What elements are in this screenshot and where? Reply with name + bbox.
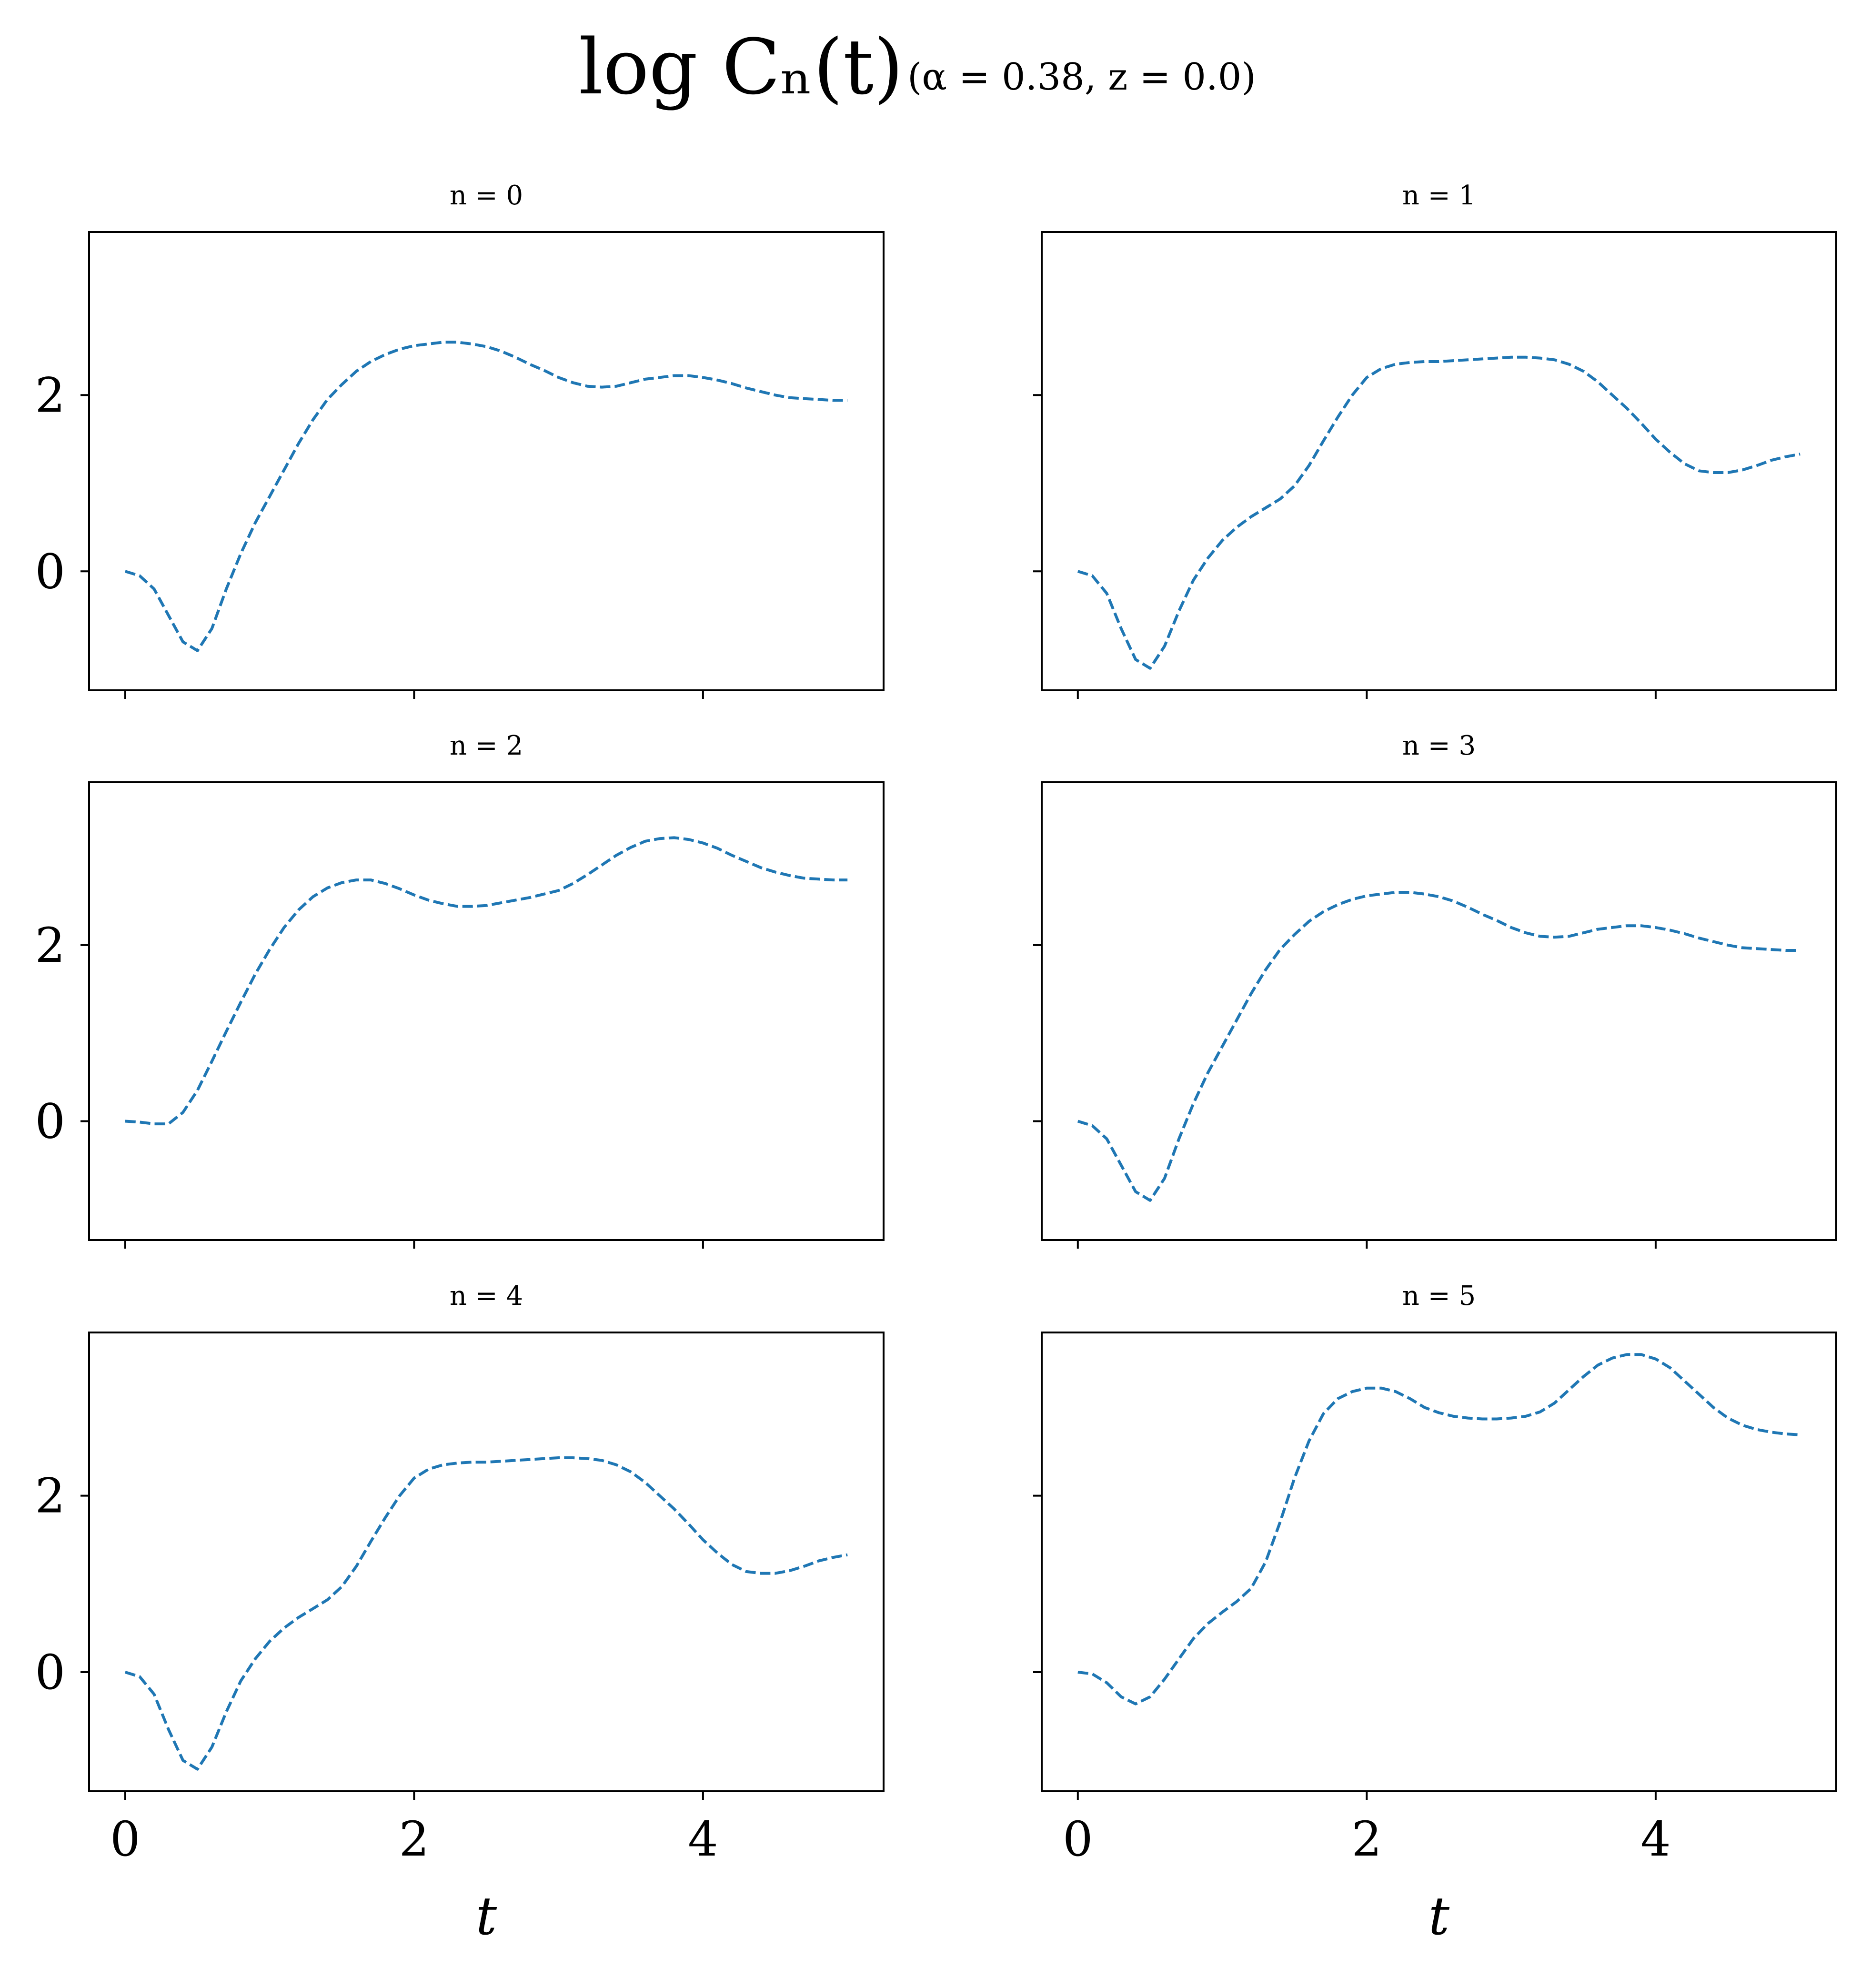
subplot-title: n = 4 bbox=[450, 1281, 523, 1312]
subplot-3: n = 3 bbox=[1033, 730, 1837, 1249]
suptitle-params: (α = 0.38, z = 0.0) bbox=[907, 56, 1256, 99]
axes-frame bbox=[1041, 231, 1837, 691]
subplot-2: n = 2 0 2 bbox=[35, 730, 885, 1249]
subplot-1: n = 1 bbox=[1033, 180, 1837, 699]
subplot-title: n = 2 bbox=[450, 730, 523, 761]
series-line bbox=[124, 341, 848, 652]
series-line bbox=[1077, 891, 1801, 1202]
x-tick-label: 0 bbox=[1063, 1811, 1093, 1867]
x-tick-label: 2 bbox=[1352, 1811, 1382, 1867]
x-tick-label: 4 bbox=[688, 1811, 718, 1867]
suptitle-main: log Cₙ(t) bbox=[579, 22, 904, 111]
y-tick-label: 0 bbox=[35, 1094, 65, 1150]
series-line bbox=[1077, 1353, 1801, 1705]
series-line bbox=[124, 1456, 848, 1771]
subplot-title: n = 1 bbox=[1402, 180, 1476, 211]
series-line bbox=[125, 836, 848, 1126]
y-tick-label: 2 bbox=[35, 367, 65, 423]
subplot-5: n = 5 0 2 4 t bbox=[1033, 1281, 1837, 1947]
axes-frame bbox=[1041, 781, 1837, 1241]
series-line bbox=[1077, 355, 1801, 670]
y-tick-label: 2 bbox=[35, 1468, 65, 1524]
x-tick-label: 4 bbox=[1640, 1811, 1671, 1867]
subplot-0: n = 0 0 2 bbox=[35, 180, 885, 699]
x-tick-label: 2 bbox=[399, 1811, 430, 1867]
axes-frame bbox=[88, 1332, 885, 1792]
subplot-title: n = 5 bbox=[1402, 1281, 1476, 1312]
subplot-title: n = 3 bbox=[1402, 730, 1476, 761]
axes-frame bbox=[1041, 1332, 1837, 1792]
suptitle: log Cₙ(t) (α = 0.38, z = 0.0) bbox=[579, 22, 1256, 111]
subplot-title: n = 0 bbox=[450, 180, 523, 211]
axes-frame bbox=[88, 781, 885, 1241]
x-axis-label: t bbox=[1428, 1886, 1450, 1947]
y-tick-label: 0 bbox=[35, 1645, 65, 1700]
y-tick-label: 2 bbox=[35, 918, 65, 973]
y-tick-label: 0 bbox=[35, 544, 65, 599]
x-tick-label: 0 bbox=[110, 1811, 141, 1867]
x-axis-label: t bbox=[476, 1886, 497, 1947]
axes-frame bbox=[88, 231, 885, 691]
